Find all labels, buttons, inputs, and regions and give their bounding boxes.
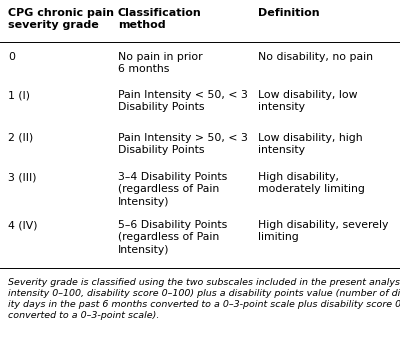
Text: 1 (I): 1 (I) — [8, 90, 30, 100]
Text: Low disability, low
intensity: Low disability, low intensity — [258, 90, 358, 112]
Text: 5–6 Disability Points
(regardless of Pain
Intensity): 5–6 Disability Points (regardless of Pai… — [118, 220, 227, 255]
Text: No disability, no pain: No disability, no pain — [258, 52, 373, 62]
Text: Classification
method: Classification method — [118, 8, 202, 30]
Text: High disability,
moderately limiting: High disability, moderately limiting — [258, 172, 365, 195]
Text: 3–4 Disability Points
(regardless of Pain
Intensity): 3–4 Disability Points (regardless of Pai… — [118, 172, 227, 207]
Text: Severity grade is classified using the two subscales included in the present ana: Severity grade is classified using the t… — [8, 278, 400, 320]
Text: 0: 0 — [8, 52, 15, 62]
Text: Definition: Definition — [258, 8, 320, 18]
Text: 4 (IV): 4 (IV) — [8, 220, 38, 230]
Text: Pain Intensity > 50, < 3
Disability Points: Pain Intensity > 50, < 3 Disability Poin… — [118, 133, 248, 155]
Text: Pain Intensity < 50, < 3
Disability Points: Pain Intensity < 50, < 3 Disability Poin… — [118, 90, 248, 112]
Text: 2 (II): 2 (II) — [8, 133, 33, 143]
Text: High disability, severely
limiting: High disability, severely limiting — [258, 220, 388, 243]
Text: CPG chronic pain
severity grade: CPG chronic pain severity grade — [8, 8, 114, 30]
Text: 3 (III): 3 (III) — [8, 172, 36, 182]
Text: Low disability, high
intensity: Low disability, high intensity — [258, 133, 363, 155]
Text: No pain in prior
6 months: No pain in prior 6 months — [118, 52, 203, 74]
